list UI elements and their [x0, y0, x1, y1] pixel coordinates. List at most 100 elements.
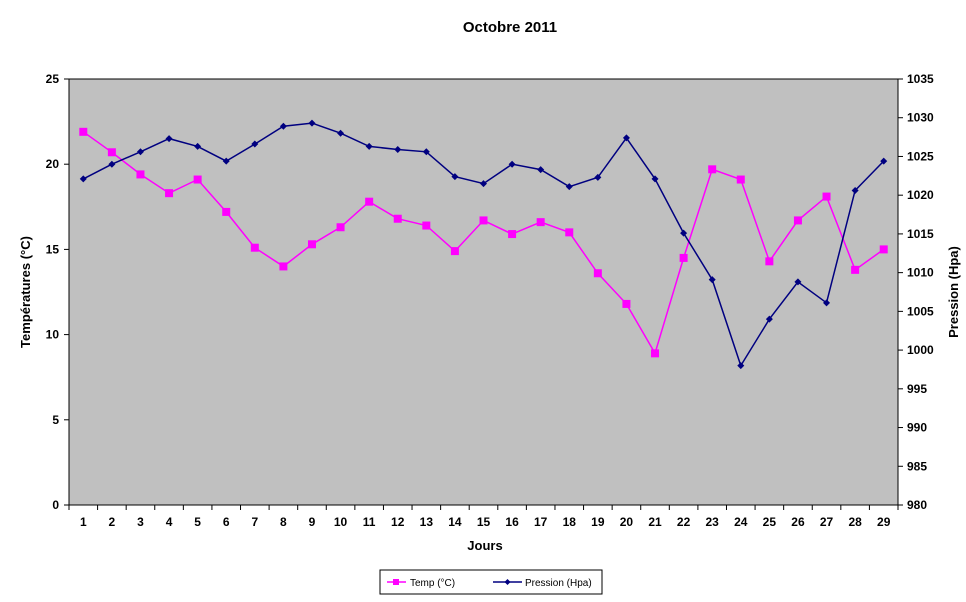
x-tick-label: 16	[505, 515, 519, 529]
data-point-temp	[307, 240, 316, 249]
data-point-temp	[565, 228, 574, 237]
data-point-temp	[393, 214, 402, 223]
x-tick-label: 26	[791, 515, 805, 529]
legend-label-pression: Pression (Hpa)	[525, 578, 592, 589]
x-tick-label: 18	[563, 515, 577, 529]
data-point-temp	[679, 253, 688, 262]
data-point-pression	[565, 183, 573, 191]
x-tick-label: 2	[109, 515, 116, 529]
legend: Temp (°C) Pression (Hpa)	[379, 569, 603, 595]
data-point-pression	[251, 140, 259, 148]
y-right-tick-label: 1000	[907, 343, 934, 357]
data-point-temp	[708, 165, 717, 174]
x-tick-label: 13	[420, 515, 434, 529]
x-tick-label: 28	[848, 515, 862, 529]
data-point-pression	[108, 160, 116, 168]
data-point-pression	[308, 119, 316, 127]
y-right-tick-label: 990	[907, 421, 927, 435]
data-point-pression	[794, 278, 802, 286]
x-tick-label: 24	[734, 515, 748, 529]
x-tick-label: 3	[137, 515, 144, 529]
data-point-pression	[594, 173, 602, 181]
data-point-pression	[651, 175, 659, 183]
y-left-tick-label: 10	[46, 328, 60, 342]
x-axis-label: Jours	[467, 538, 502, 553]
x-tick-label: 20	[620, 515, 634, 529]
data-point-temp	[222, 207, 231, 216]
y-right-tick-label: 1025	[907, 149, 934, 163]
data-point-pression	[136, 148, 144, 156]
data-point-temp	[165, 189, 174, 198]
data-point-pression	[194, 142, 202, 150]
x-tick-label: 11	[363, 515, 376, 529]
data-point-temp	[422, 221, 431, 230]
data-point-pression	[222, 157, 230, 165]
data-point-temp	[651, 349, 660, 358]
x-tick-label: 29	[877, 515, 891, 529]
data-point-pression	[823, 299, 831, 307]
legend-marker-pression	[504, 579, 511, 585]
data-point-temp	[79, 127, 88, 136]
y-right-tick-label: 980	[907, 498, 927, 512]
x-tick-label: 22	[677, 515, 691, 529]
data-point-pression	[680, 229, 688, 237]
data-point-pression	[765, 315, 773, 323]
y-right-tick-label: 1015	[907, 227, 934, 241]
data-point-temp	[536, 218, 545, 227]
x-tick-label: 6	[223, 515, 230, 529]
legend-box	[379, 569, 603, 595]
y-left-tick-label: 15	[46, 242, 60, 256]
y-right-tick-label: 1030	[907, 111, 934, 125]
plot-area	[68, 78, 899, 506]
legend-marker-temp	[393, 579, 399, 585]
x-tick-label: 17	[534, 515, 548, 529]
data-point-pression	[337, 129, 345, 137]
data-point-temp	[450, 247, 459, 256]
data-point-pression	[851, 187, 859, 195]
chart-title: Octobre 2011	[463, 19, 557, 36]
data-point-pression	[622, 134, 630, 142]
x-tick-label: 8	[280, 515, 287, 529]
data-point-pression	[708, 276, 716, 284]
y-right-tick-label: 1020	[907, 188, 934, 202]
y-left-tick-label: 5	[52, 413, 59, 427]
x-tick-label: 23	[706, 515, 720, 529]
data-point-pression	[737, 362, 745, 370]
data-point-temp	[336, 223, 345, 232]
x-tick-label: 9	[309, 515, 316, 529]
data-point-temp	[822, 192, 831, 201]
data-point-pression	[279, 122, 287, 130]
y-left-tick-label: 0	[52, 498, 59, 512]
data-point-temp	[765, 257, 774, 266]
data-point-pression	[480, 180, 487, 188]
data-point-pression	[537, 166, 545, 174]
x-tick-label: 21	[648, 515, 662, 529]
data-point-pression	[880, 157, 888, 165]
x-axis: 1 2 3 4 5 6 7 8 9 10 11 12 13 14 15 16 17 18 19 20 21 22 23 24 2…	[68, 505, 899, 529]
x-tick-label: 7	[251, 515, 258, 529]
y-axis-right-label: Pression (Hpa)	[946, 246, 961, 338]
data-point-pression	[394, 145, 402, 153]
y-right-tick-label: 985	[907, 459, 927, 473]
x-tick-label: 1	[80, 515, 87, 529]
y-right-tick-label: 1005	[907, 304, 934, 318]
data-point-pression	[365, 142, 373, 150]
data-point-temp	[793, 216, 802, 225]
x-tick-label: 15	[477, 515, 491, 529]
data-point-temp	[250, 243, 259, 252]
data-point-temp	[593, 269, 602, 278]
x-tick-label: 4	[166, 515, 173, 529]
x-tick-label: 27	[820, 515, 834, 529]
data-point-pression	[79, 175, 87, 183]
data-point-temp	[622, 299, 631, 308]
data-point-temp	[851, 265, 860, 274]
data-point-pression	[508, 160, 516, 168]
x-tick-label: 25	[763, 515, 777, 529]
y-left-tick-label: 25	[46, 72, 60, 86]
data-point-pression	[165, 135, 173, 143]
data-point-temp	[107, 148, 116, 157]
y-right-tick-label: 1010	[907, 266, 934, 280]
data-point-temp	[879, 245, 888, 254]
data-point-temp	[365, 197, 374, 206]
